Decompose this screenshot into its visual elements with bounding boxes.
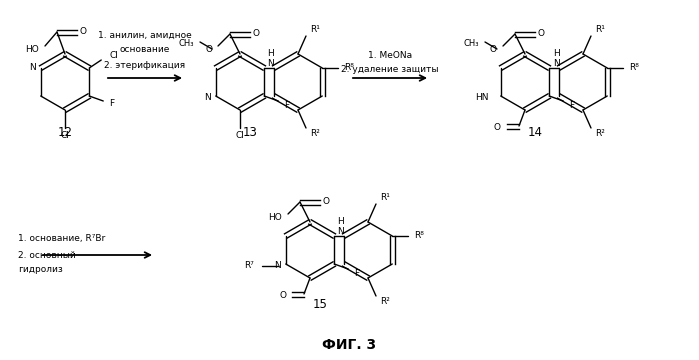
Text: N: N <box>553 59 559 68</box>
Text: Cl: Cl <box>61 131 69 140</box>
Text: O: O <box>279 292 286 301</box>
Text: 2. удаление защиты: 2. удаление защиты <box>341 66 439 75</box>
Text: 12: 12 <box>57 126 73 139</box>
Text: 2. этерификация: 2. этерификация <box>104 60 185 69</box>
Text: N: N <box>338 228 345 237</box>
Text: O: O <box>80 27 87 36</box>
Text: Cl: Cl <box>109 51 118 60</box>
Text: Cl: Cl <box>236 131 245 140</box>
Text: HO: HO <box>268 212 282 221</box>
Text: H: H <box>338 217 345 226</box>
Text: R⁸: R⁸ <box>629 63 639 72</box>
Text: R²: R² <box>595 130 605 139</box>
Text: R¹: R¹ <box>595 26 605 35</box>
Text: F: F <box>354 269 359 278</box>
Text: R⁸: R⁸ <box>415 231 424 240</box>
Text: ФИГ. 3: ФИГ. 3 <box>322 338 376 352</box>
Text: O: O <box>490 45 497 54</box>
Text: R¹: R¹ <box>310 26 320 35</box>
Text: R¹: R¹ <box>380 194 390 202</box>
Text: 13: 13 <box>243 126 257 139</box>
Text: N: N <box>268 59 275 68</box>
Text: R⁸: R⁸ <box>344 63 354 72</box>
Text: R⁷: R⁷ <box>244 261 254 270</box>
Text: F: F <box>109 99 115 108</box>
Text: R²: R² <box>310 130 320 139</box>
Text: HN: HN <box>475 94 489 103</box>
Text: CH₃: CH₃ <box>178 40 194 49</box>
Text: O: O <box>322 198 329 207</box>
Text: N: N <box>275 261 281 270</box>
Text: H: H <box>268 49 275 58</box>
Text: O: O <box>538 30 545 39</box>
Text: N: N <box>204 94 211 103</box>
Text: гидролиз: гидролиз <box>18 266 63 274</box>
Text: N: N <box>29 63 36 72</box>
Text: F: F <box>284 100 289 109</box>
Text: H: H <box>553 49 559 58</box>
Text: HO: HO <box>25 45 39 54</box>
Text: R²: R² <box>380 297 390 306</box>
Text: 1. анилин, амидное: 1. анилин, амидное <box>98 31 192 40</box>
Text: основание: основание <box>120 45 170 54</box>
Text: 15: 15 <box>312 298 327 311</box>
Text: 1. MeONa: 1. MeONa <box>368 50 412 59</box>
Text: F: F <box>569 100 575 109</box>
Text: 14: 14 <box>528 126 542 139</box>
Text: CH₃: CH₃ <box>463 40 479 49</box>
Text: O: O <box>494 123 501 132</box>
Text: 2. основный: 2. основный <box>18 251 75 260</box>
Text: O: O <box>205 45 212 54</box>
Text: 1. основание, R⁷Br: 1. основание, R⁷Br <box>18 234 106 243</box>
Text: O: O <box>252 30 259 39</box>
